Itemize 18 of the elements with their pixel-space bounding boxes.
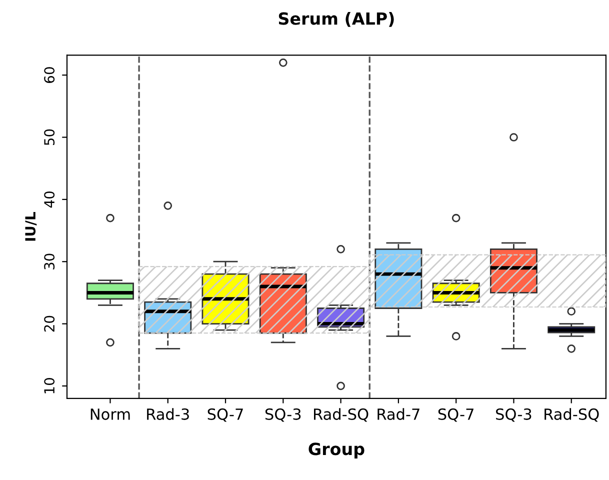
y-tick-label: 20: [44, 316, 55, 332]
x-tick-label: Rad-7: [378, 408, 420, 420]
y-tick-label: 50: [44, 129, 55, 146]
x-tick-label: Rad-SQ: [544, 408, 599, 422]
y-tick-label: 40: [44, 192, 55, 208]
chart-title: Serum (ALP): [278, 12, 394, 27]
x-tick-label: SQ-3: [265, 408, 301, 422]
y-axis-title: IU/L: [25, 212, 37, 241]
x-tick-label: SQ-7: [438, 408, 474, 422]
y-tick-label: 60: [44, 67, 55, 83]
y-tick-label: 30: [44, 254, 55, 270]
x-tick-label: SQ-3: [496, 408, 532, 422]
y-tick-label: 10: [44, 378, 55, 394]
x-tick-label: SQ-7: [208, 408, 243, 422]
x-tick-label: Rad-SQ: [314, 408, 368, 422]
x-axis-title: Group: [308, 442, 364, 458]
x-tick-label: Norm: [90, 408, 130, 420]
x-tick-label: Rad-3: [147, 408, 189, 420]
